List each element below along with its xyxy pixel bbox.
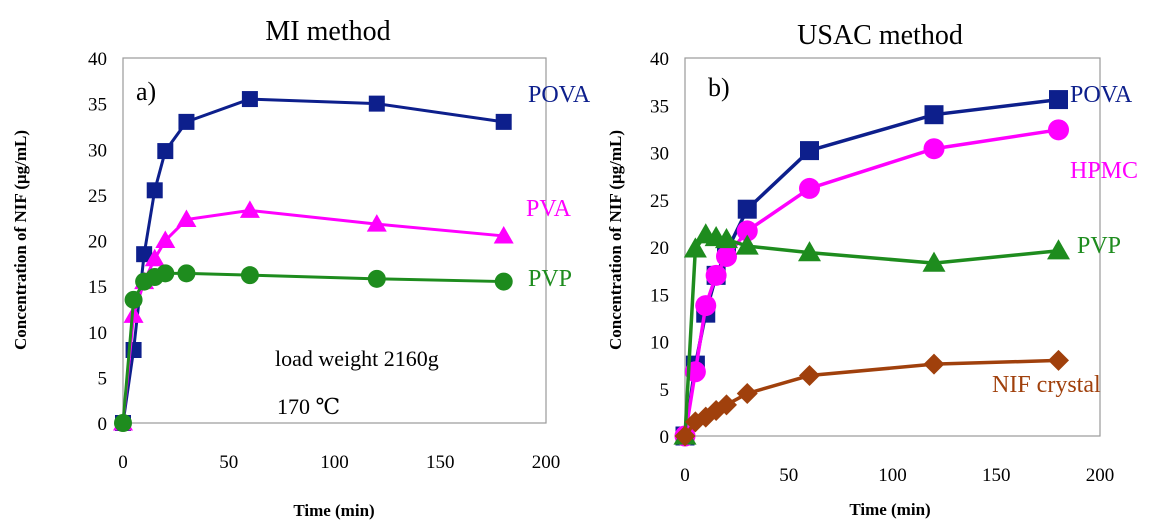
data-point-pova <box>495 113 512 130</box>
x-tick-label: 150 <box>982 465 1011 486</box>
y-tick-label: 20 <box>650 238 669 259</box>
y-tick-label: 30 <box>650 144 669 165</box>
data-point-nif-crystal <box>736 382 758 404</box>
y-tick-label: 5 <box>660 380 670 401</box>
y-tick-label: 0 <box>660 427 670 448</box>
y-tick-label: 25 <box>650 191 669 212</box>
data-point-pva <box>366 214 387 232</box>
annotation-load-weight: load weight 2160g <box>275 346 439 371</box>
data-point-pova <box>146 182 163 199</box>
data-point-pvp <box>683 237 707 258</box>
data-point-pova <box>924 105 944 125</box>
x-tick-label: 200 <box>532 452 561 473</box>
x-axis-label: Time (min) <box>849 500 930 519</box>
data-point-pvp <box>156 264 175 283</box>
data-point-hpmc <box>799 177 820 199</box>
x-tick-label: 50 <box>779 465 798 486</box>
data-point-pvp <box>114 414 132 432</box>
data-point-pvp <box>1047 239 1070 260</box>
series-label-pova: POVA <box>528 82 591 108</box>
panel-b: USAC method b) Concentration of NIF (μg/… <box>606 20 1138 519</box>
data-point-hpmc <box>736 220 758 242</box>
x-tick-label: 100 <box>878 465 907 486</box>
data-point-pova <box>800 141 819 161</box>
y-tick-label: 20 <box>88 232 107 253</box>
y-tick-label: 10 <box>650 333 669 354</box>
y-tick-label: 35 <box>88 95 107 116</box>
data-point-pvp <box>494 272 513 291</box>
y-tick-label: 25 <box>88 186 107 207</box>
data-point-pvp <box>922 251 946 272</box>
data-point-pova <box>157 143 174 160</box>
x-tick-label: 150 <box>426 452 455 473</box>
data-point-pvp <box>735 234 759 255</box>
y-tick-label: 35 <box>650 96 669 117</box>
chart-title: MI method <box>265 16 390 47</box>
series-label-hpmc: HPMC <box>1070 158 1138 184</box>
y-axis-label: Concentration of NIF (μg/mL) <box>11 130 30 350</box>
data-point-pvp <box>124 290 143 309</box>
data-point-hpmc <box>695 295 717 317</box>
x-tick-label: 50 <box>219 452 238 473</box>
series-label-pvp: PVP <box>1077 233 1121 259</box>
data-point-pvp <box>367 269 386 288</box>
data-point-pvp <box>798 241 821 262</box>
y-tick-label: 40 <box>650 49 669 70</box>
data-point-hpmc <box>1048 119 1069 141</box>
x-tick-label: 200 <box>1086 465 1115 486</box>
x-tick-label: 0 <box>680 465 690 486</box>
data-point-pova <box>136 246 153 263</box>
y-tick-label: 40 <box>88 49 107 70</box>
series-label-nif-crystal: NIF crystal <box>992 372 1101 398</box>
data-point-hpmc <box>923 138 945 160</box>
data-point-pvp <box>715 227 738 249</box>
x-tick-label: 0 <box>118 452 128 473</box>
data-point-pvp <box>177 264 196 283</box>
data-point-nif-crystal <box>674 425 696 447</box>
series-label-pva: PVA <box>526 196 572 222</box>
data-point-pova <box>241 91 258 108</box>
data-point-nif-crystal <box>923 353 945 375</box>
data-point-pova <box>368 95 385 112</box>
y-tick-label: 15 <box>88 277 107 298</box>
y-tick-label: 15 <box>650 285 669 306</box>
data-point-nif-crystal <box>716 394 737 416</box>
annotation-temperature: 170 ℃ <box>277 394 340 419</box>
panel-tag: b) <box>708 73 730 102</box>
data-point-pova <box>737 199 757 219</box>
data-point-hpmc <box>705 264 727 286</box>
y-tick-label: 5 <box>98 368 108 389</box>
data-point-pova <box>1049 90 1068 110</box>
chart-title: USAC method <box>797 20 963 51</box>
data-point-hpmc <box>716 245 737 267</box>
y-tick-label: 0 <box>98 414 108 435</box>
data-point-pvp <box>240 266 259 285</box>
x-axis-label: Time (min) <box>293 501 374 520</box>
data-point-nif-crystal <box>1048 349 1069 371</box>
y-tick-label: 30 <box>88 140 107 161</box>
data-point-pva <box>176 209 197 228</box>
series-label-pova: POVA <box>1070 82 1133 108</box>
y-tick-label: 10 <box>88 323 107 344</box>
data-point-pova <box>178 113 195 130</box>
data-point-pva <box>155 230 176 248</box>
panel-tag: a) <box>136 77 156 106</box>
data-point-pva <box>493 225 514 244</box>
panel-a: MI method a) Concentration of NIF (μg/mL… <box>11 16 591 520</box>
data-point-pva <box>144 248 165 267</box>
series-label-pvp: PVP <box>528 266 572 292</box>
y-axis-label: Concentration of NIF (μg/mL) <box>606 130 625 350</box>
x-tick-label: 100 <box>320 452 349 473</box>
data-point-pva <box>239 200 260 218</box>
data-point-nif-crystal <box>799 365 820 387</box>
